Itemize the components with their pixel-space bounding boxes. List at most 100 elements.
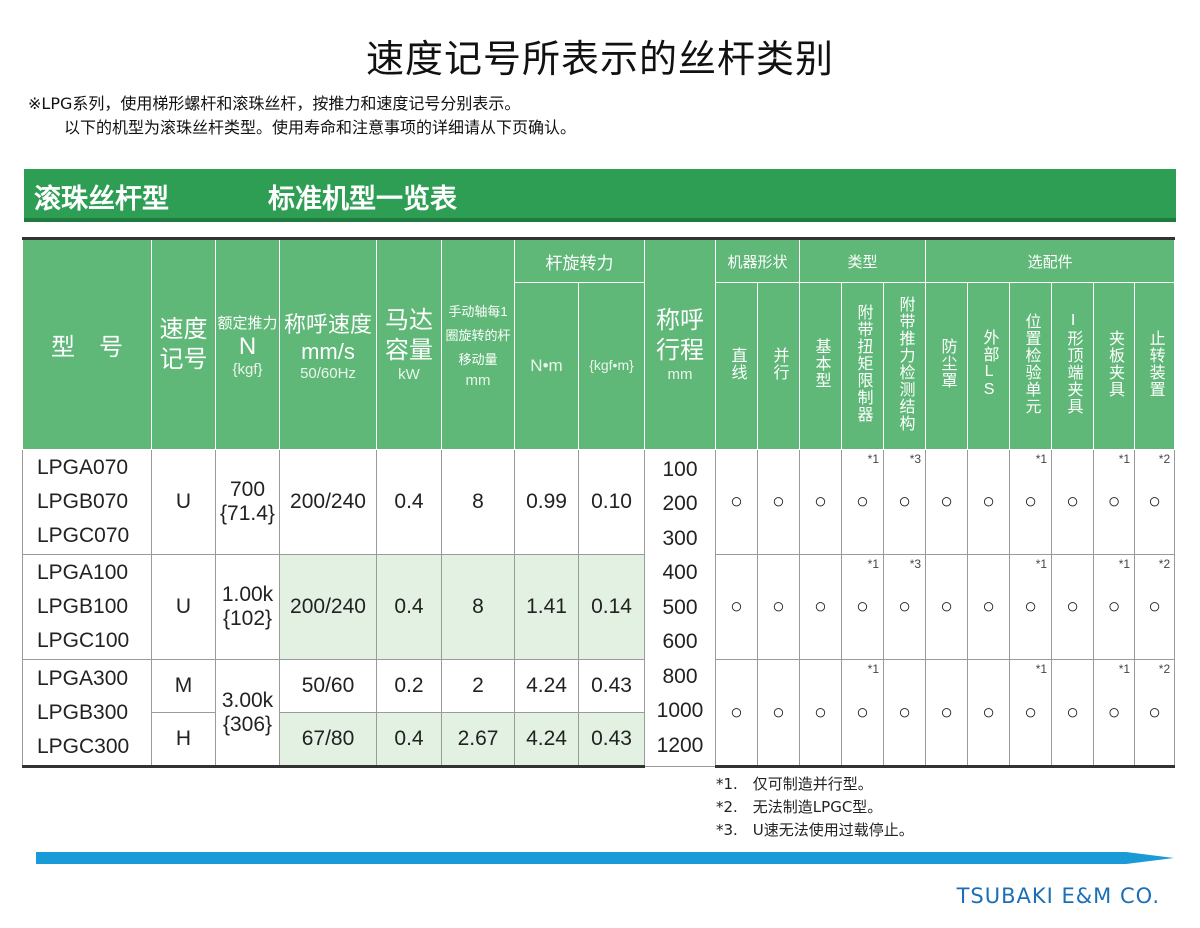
motor-cell: 0.4 [376, 712, 442, 768]
torque-nm-cell: 4.24 [514, 712, 579, 768]
stroke-value: 1000 [656, 699, 704, 723]
avail-thrust-detect: *3 ○ [883, 449, 927, 555]
header-straight: 直线 [715, 282, 758, 450]
avail-torque-limiter: *1 ○ [841, 554, 885, 660]
header-movement: 手动轴每1圈旋转的杆移动量 mm [441, 237, 515, 450]
header-torque-nm: N•m [514, 282, 579, 450]
footnote-2: *2. 无法制造LPGC型。 [716, 798, 883, 816]
avail-parallel: ○ [756, 449, 801, 555]
header-anti-rotation: 止转装置 [1134, 282, 1176, 450]
stroke-value: 100 [662, 457, 698, 481]
speed-code-cell: U [151, 554, 216, 660]
torque-kgf-cell: 0.43 [578, 712, 645, 768]
header-thrust-detect: 附带推力检测结构 [883, 282, 927, 450]
header-torque: 杆旋转力 [514, 237, 645, 283]
stroke-value: 300 [662, 526, 698, 550]
torque-nm-cell: 4.24 [514, 659, 579, 713]
note-line-1: ※LPG系列，使用梯形螺杆和滚珠丝杆，按推力和速度记号分别表示。 [28, 94, 521, 113]
speed-code-cell: U [151, 449, 216, 555]
stroke-value: 600 [662, 630, 698, 654]
model-cell: LPGA070 LPGB070 LPGC070 [22, 449, 152, 555]
header-motor: 马达容量 kW [376, 237, 442, 450]
page-title: 速度记号所表示的丝杆类别 [365, 37, 834, 81]
header-torque-kgf: {kgf•m} [578, 282, 645, 450]
avail-external-ls: ○ [967, 554, 1011, 660]
stroke-value: 500 [662, 595, 698, 619]
header-parallel: 并行 [756, 282, 801, 450]
motor-cell: 0.2 [376, 659, 442, 713]
speed-code-cell: M [151, 659, 216, 713]
motor-cell: 0.4 [376, 554, 442, 660]
header-clevis: 夹板夹具 [1093, 282, 1136, 450]
avail-parallel: ○ [756, 554, 801, 660]
avail-thrust-detect: *3 ○ [883, 554, 927, 660]
avail-i-end: ○ [1051, 659, 1095, 768]
torque-kgf-cell: 0.14 [578, 554, 645, 660]
thrust-cell: 700 {71.4} [215, 449, 280, 555]
header-shape: 机器形状 [714, 237, 801, 283]
footnote-3: *3. U速无法使用过载停止。 [716, 821, 914, 839]
header-external-ls: 外部LS [967, 282, 1011, 450]
avail-dust-cover: ○ [925, 659, 969, 768]
banner-left-text: 滚珠丝杆型 [34, 184, 169, 215]
company-name: TSUBAKI E&M CO. [956, 884, 1160, 908]
avail-straight: ○ [715, 554, 758, 660]
header-basic: 基本型 [799, 282, 843, 450]
avail-anti-rotation: *2 ○ [1134, 449, 1176, 555]
avail-clevis: *1 ○ [1093, 554, 1136, 660]
avail-basic: ○ [799, 449, 843, 555]
speed-cell: 67/80 [279, 712, 377, 768]
avail-straight: ○ [715, 449, 758, 555]
avail-torque-limiter: *1 ○ [841, 659, 885, 768]
avail-parallel: ○ [756, 659, 801, 768]
avail-torque-limiter: *1 ○ [841, 449, 885, 555]
header-model: 型 号 [22, 237, 152, 450]
movement-cell: 8 [441, 449, 515, 555]
banner-right-text: 标准机型一览表 [268, 184, 457, 215]
note-line-2: 以下的机型为滚珠丝杆类型。使用寿命和注意事项的详细请从下页确认。 [64, 118, 577, 137]
speed-cell: 200/240 [279, 449, 377, 555]
header-position-detector: 位置检验单元 [1009, 282, 1053, 450]
speed-cell: 200/240 [279, 554, 377, 660]
avail-position-detector: *1 ○ [1009, 554, 1053, 660]
header-speed-code: 速度记号 [151, 237, 216, 450]
section-banner: 滚珠丝杆型 标准机型一览表 [24, 169, 1176, 222]
stroke-value: 1200 [656, 733, 704, 757]
avail-external-ls: ○ [967, 449, 1011, 555]
decorative-blue-bar [36, 852, 1174, 864]
header-i-end: I形顶端夹具 [1051, 282, 1095, 450]
header-torque-limiter: 附带扭矩限制器 [841, 282, 885, 450]
avail-position-detector: *1 ○ [1009, 659, 1053, 768]
header-speed: 称呼速度 mm/s 50/60Hz [279, 237, 377, 450]
torque-nm-cell: 1.41 [514, 554, 579, 660]
stroke-cell: 100 200 300 400 500 600 800 1000 1200 [644, 449, 716, 767]
thrust-cell: 3.00k {306} [215, 659, 280, 768]
header-stroke: 称呼行程 mm [644, 237, 716, 450]
avail-dust-cover: ○ [925, 449, 969, 555]
movement-cell: 8 [441, 554, 515, 660]
torque-kgf-cell: 0.43 [578, 659, 645, 713]
avail-basic: ○ [799, 554, 843, 660]
model-cell: LPGA100 LPGB100 LPGC100 [22, 554, 152, 660]
avail-anti-rotation: *2 ○ [1134, 659, 1176, 768]
avail-position-detector: *1 ○ [1009, 449, 1053, 555]
avail-anti-rotation: *2 ○ [1134, 554, 1176, 660]
motor-cell: 0.4 [376, 449, 442, 555]
torque-kgf-cell: 0.10 [578, 449, 645, 555]
spec-table: 型 号 速度记号 额定推力 N {kgf} 称呼速度 mm/s 50/60Hz … [22, 237, 1176, 768]
avail-external-ls: ○ [967, 659, 1011, 768]
stroke-value: 800 [662, 664, 698, 688]
avail-thrust-detect: ○ [883, 659, 927, 768]
avail-i-end: ○ [1051, 554, 1095, 660]
avail-straight: ○ [715, 659, 758, 768]
avail-basic: ○ [799, 659, 843, 768]
avail-i-end: ○ [1051, 449, 1095, 555]
header-thrust: 额定推力 N {kgf} [215, 237, 280, 450]
header-dust-cover: 防尘罩 [925, 282, 969, 450]
thrust-cell: 1.00k {102} [215, 554, 280, 660]
avail-clevis: *1 ○ [1093, 449, 1136, 555]
speed-code-cell: H [151, 712, 216, 768]
header-type: 类型 [799, 237, 927, 283]
movement-cell: 2.67 [441, 712, 515, 768]
footnote-1: *1. 仅可制造并行型。 [716, 775, 873, 793]
